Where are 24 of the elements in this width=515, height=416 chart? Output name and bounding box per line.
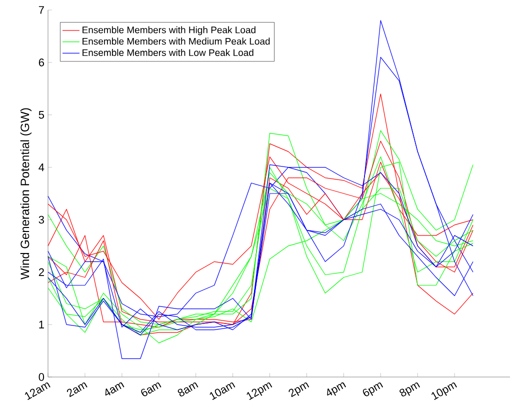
x-tick-label: 6pm xyxy=(362,382,384,396)
x-tick-label: 10pm xyxy=(432,382,457,400)
y-tick-label: 1 xyxy=(39,320,44,328)
y-tick-label: 5 xyxy=(38,111,44,119)
x-tick-label: 4am xyxy=(105,382,124,396)
x-tick-label: 12pm xyxy=(246,382,272,400)
y-tick-label: 6 xyxy=(38,58,44,66)
y-tick-label: 2 xyxy=(38,268,44,276)
legend-label: Ensemble Members with Medium Peak Load xyxy=(82,38,270,45)
x-tick-label: 2am xyxy=(66,382,88,398)
y-tick-label: 3 xyxy=(38,216,44,224)
x-tick-label: 8am xyxy=(178,382,198,396)
y-tick-label: 4 xyxy=(38,164,44,172)
x-tick-label: 12am xyxy=(24,382,50,400)
x-tick-label: 2pm xyxy=(288,382,310,398)
y-axis-title: Wind Generation Potential (GW) xyxy=(20,108,32,280)
x-tick-label: 10am xyxy=(210,382,236,400)
x-tick-label: 8pm xyxy=(400,382,420,396)
y-tick-label: 0 xyxy=(38,373,44,381)
x-tick-label: 4pm xyxy=(327,382,346,396)
legend-label: Ensemble Members with High Peak Load xyxy=(82,26,256,36)
legend-label: Ensemble Members with Low Peak Load xyxy=(82,49,254,56)
y-tick-label: 7 xyxy=(38,6,44,14)
x-tick-label: 6am xyxy=(141,382,162,396)
